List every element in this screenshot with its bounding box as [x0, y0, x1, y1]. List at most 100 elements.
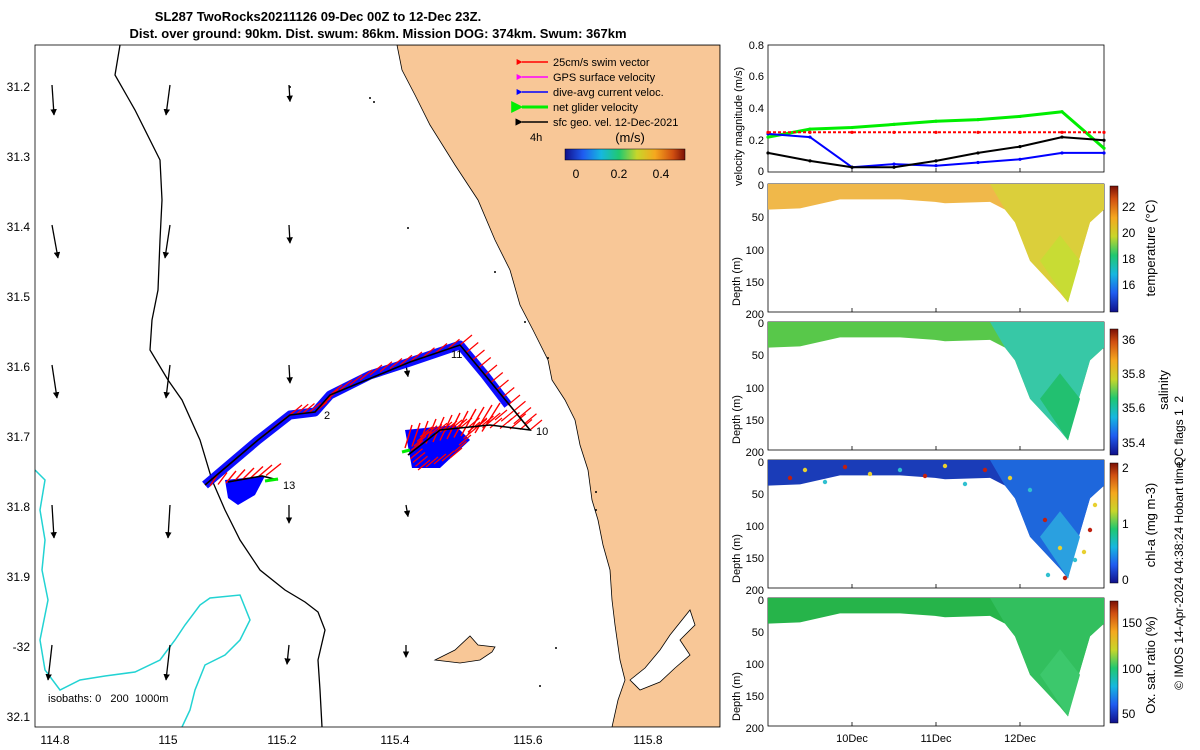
swim-vector: [379, 361, 393, 373]
salinity-cbar-label: salinity: [1156, 370, 1171, 410]
swim-vector: [410, 448, 423, 460]
velocity-ylabel: velocity magnitude (m/s): [733, 67, 745, 186]
salinity-depth-tick: 150: [746, 415, 764, 427]
chla-cbar-label: chl-a (mg m-3): [1143, 483, 1158, 568]
temperature-depth-tick: 0: [758, 180, 764, 192]
time-axis: 10Dec 11Dec 12Dec: [836, 733, 1036, 745]
oxygen-depth-tick: 200: [746, 723, 764, 735]
velocity-data-point: [808, 159, 812, 163]
velocity-data-point: [766, 151, 770, 155]
velocity-data-point: [1018, 145, 1022, 149]
oxygen-colorbar: [1109, 600, 1119, 724]
track-line: [204, 344, 532, 486]
oxygen-cbar-label: Ox. sat. ratio (%): [1143, 616, 1158, 714]
swim-vector: [460, 408, 477, 437]
swim-vector: [487, 412, 501, 424]
velocity-ytick: 0: [758, 166, 764, 178]
map-xtick: 115.2: [267, 733, 296, 747]
velocity-plot-area: [767, 44, 1105, 173]
geo-vector-arrow: [403, 504, 411, 518]
velocity-y-ticks: 0 0.2 0.4 0.6 0.8: [749, 40, 764, 178]
title-line-2: Dist. over ground: 90km. Dist. swum: 86k…: [129, 26, 626, 41]
temperature-panel-labels: Depth (m) 0 50 100 150 200 temperature (…: [731, 180, 1158, 321]
swim-vector: [459, 334, 473, 346]
velocity-series: [766, 110, 1106, 169]
swim-vector: [257, 464, 273, 478]
velocity-data-point: [1060, 110, 1064, 114]
colorbar-unit: (m/s): [615, 130, 645, 145]
swim-vector: [474, 404, 493, 434]
track-label: 13: [283, 480, 295, 492]
swim-vector: [225, 470, 237, 484]
temperature-depth-tick: 50: [752, 212, 764, 224]
oxygen-depth-tick: 0: [758, 595, 764, 607]
swim-vector: [529, 419, 543, 431]
map-x-ticks: 114.8 115 115.2 115.4 115.6 115.8: [40, 733, 662, 747]
geo-vector-arrow: [284, 644, 291, 665]
swim-vector: [359, 369, 373, 381]
time-tick: 12Dec: [1004, 733, 1036, 745]
map-xtick: 115.6: [513, 733, 542, 747]
section-panels: [767, 168, 1119, 727]
salinity-section-deep: [990, 322, 1104, 441]
chla-qc-point: [1042, 517, 1048, 523]
isobath-200: [114, 45, 326, 727]
land-area: [396, 45, 720, 727]
legend-label-dive: dive-avg current veloc.: [553, 87, 664, 99]
velocity-data-point: [1018, 130, 1022, 134]
chla-depth-tick: 200: [746, 585, 764, 597]
map-y-ticks: 31.2 31.3 31.4 31.5 31.6 31.7 31.8 31.9 …: [7, 80, 31, 724]
swim-vector: [432, 416, 445, 443]
swim-vector: [494, 409, 508, 421]
salinity-cbar-tick: 35.8: [1122, 367, 1146, 381]
velocity-data-point: [1102, 130, 1106, 134]
swim-vector: [465, 342, 479, 353]
velocity-data-point: [934, 164, 938, 168]
chla-qc-point: [1007, 475, 1013, 481]
salinity-section-trough: [1040, 373, 1080, 441]
salinity-panel-labels: Depth (m) 0 50 100 150 200 salinity 36 3…: [731, 318, 1171, 459]
legend-label-swim: 25cm/s swim vector: [553, 57, 650, 69]
chla-qc-point: [802, 467, 808, 473]
map-ytick: 31.2: [7, 80, 31, 94]
velocity-data-point: [850, 165, 854, 169]
isobath-1000: [35, 469, 251, 727]
map-panel: 114.8 115 115.2 115.4 115.6 115.8 31.2 3…: [7, 44, 721, 747]
map-ytick: 31.6: [7, 360, 31, 374]
swim-vector: [404, 424, 413, 449]
velocity-data-point: [976, 160, 980, 165]
temperature-cbar-tick: 16: [1122, 278, 1136, 292]
chla-qc-point: [897, 467, 903, 473]
geo-vector-arrow: [286, 224, 293, 244]
map-xtick: 115.4: [380, 733, 409, 747]
map-ytick: -32: [13, 640, 31, 654]
chla-depth-label: Depth (m): [731, 534, 743, 583]
oxygen-depth-label: Depth (m): [731, 672, 743, 721]
temperature-cbar-tick: 18: [1122, 252, 1136, 266]
geo-vector-arrow: [51, 224, 61, 259]
swim-vector: [349, 374, 363, 386]
geo-vector-arrow: [286, 364, 293, 384]
net-velocity-segment: [401, 448, 411, 454]
velocity-data-point: [766, 130, 770, 134]
map-ytick: 31.4: [7, 220, 31, 234]
swim-vector: [458, 434, 472, 446]
velocity-data-point: [1018, 157, 1022, 161]
velocity-data-point: [934, 119, 938, 123]
velocity-data-point: [1102, 151, 1106, 155]
swim-vector: [463, 428, 476, 439]
map-ytick: 31.9: [7, 570, 31, 584]
swim-vector: [507, 394, 521, 406]
track-label: 10: [536, 426, 548, 438]
temperature-section-trough: [1040, 235, 1080, 303]
swim-vector: [500, 410, 514, 422]
swim-vector: [434, 343, 448, 354]
velocity-data-point: [1018, 114, 1022, 119]
swim-vector: [454, 441, 467, 452]
swim-vector: [496, 379, 509, 391]
swim-vector: [489, 417, 503, 429]
swim-vector: [217, 472, 228, 485]
temperature-depth-tick: 150: [746, 277, 764, 289]
geo-vector-arrow: [163, 364, 171, 399]
